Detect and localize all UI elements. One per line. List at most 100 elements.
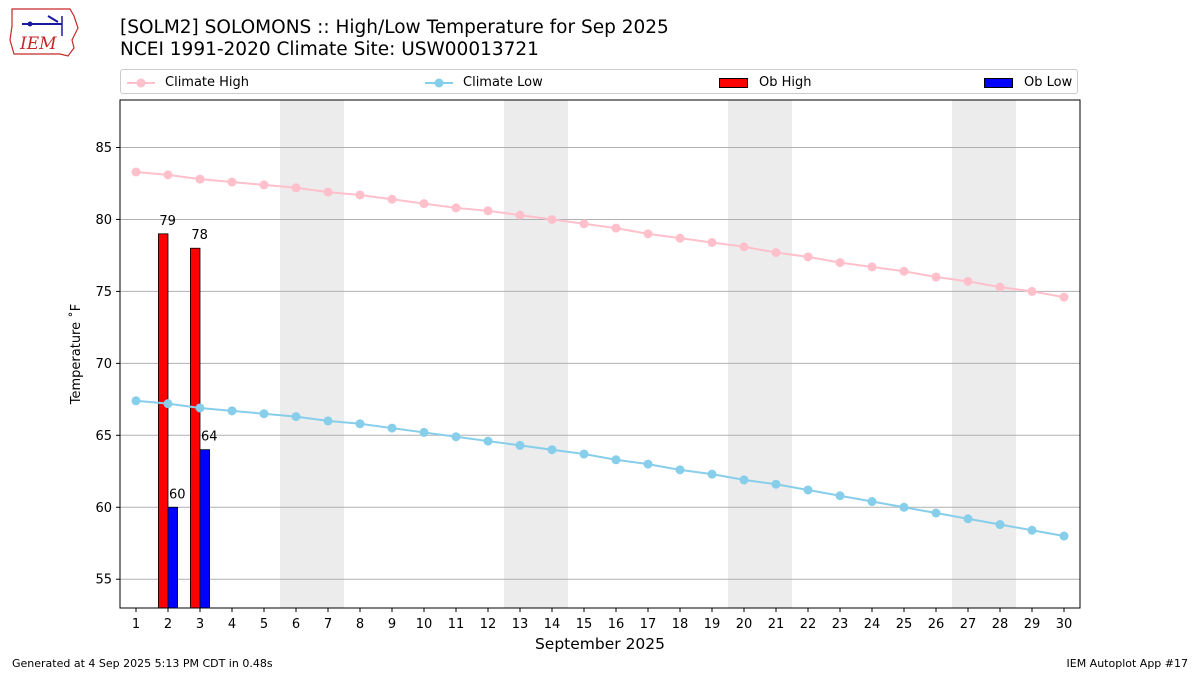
- iem-logo: IEM: [8, 6, 80, 60]
- climate-low-point: [803, 485, 813, 495]
- climate-high-point: [515, 210, 525, 220]
- climate-high-point: [611, 223, 621, 233]
- x-tick-label: 15: [576, 617, 593, 632]
- x-tick-label: 24: [864, 617, 881, 632]
- x-tick-label: 14: [544, 617, 561, 632]
- ob-high-bar: [157, 233, 169, 609]
- svg-text:IEM: IEM: [19, 34, 57, 54]
- y-tick-label: 70: [95, 357, 112, 372]
- x-tick-label: 16: [608, 617, 625, 632]
- ob-high-label: 78: [191, 228, 208, 243]
- climate-high-point: [963, 276, 973, 286]
- climate-low-point: [835, 491, 845, 501]
- y-tick-label: 80: [95, 213, 112, 228]
- x-tick-label: 7: [324, 617, 332, 632]
- climate-low-point: [483, 436, 493, 446]
- ob-low-label: 64: [201, 430, 218, 445]
- x-tick-label: 11: [448, 617, 465, 632]
- legend-ob-high: Ob High: [719, 70, 812, 95]
- x-tick-label: 22: [800, 617, 817, 632]
- plot-frame: [119, 99, 1081, 609]
- climate-high-point: [643, 229, 653, 239]
- legend-climate-high: Climate High: [127, 70, 249, 95]
- x-tick-label: 27: [960, 617, 977, 632]
- ob-low-bar: [167, 506, 178, 609]
- climate-low-point: [739, 475, 749, 485]
- climate-low-point: [771, 479, 781, 489]
- y-axis-label: Temperature ˚F: [68, 304, 84, 405]
- iowa-map-icon: IEM: [9, 8, 79, 57]
- legend-ob-low-label: Ob Low: [1024, 75, 1073, 90]
- ob-low-bar: [199, 449, 210, 609]
- x-tick-label: 30: [1056, 617, 1073, 632]
- climate-low-point: [387, 423, 397, 433]
- weekend-shade: [952, 100, 1016, 608]
- climate-low-line-icon: [425, 78, 453, 87]
- x-tick-label: 18: [672, 617, 689, 632]
- climate-low-point: [867, 497, 877, 507]
- x-axis-label: September 2025: [535, 635, 665, 653]
- climate-low-point: [963, 514, 973, 524]
- chart-title: [SOLM2] SOLOMONS :: High/Low Temperature…: [120, 17, 669, 61]
- x-tick-label: 23: [832, 617, 849, 632]
- ob-high-bar: [189, 247, 201, 609]
- legend-climate-low: Climate Low: [425, 70, 543, 95]
- climate-low-point: [579, 449, 589, 459]
- title-line-1: [SOLM2] SOLOMONS :: High/Low Temperature…: [120, 17, 669, 38]
- x-tick-label: 1: [132, 617, 140, 632]
- climate-low-point: [291, 412, 301, 422]
- x-tick-label: 19: [704, 617, 721, 632]
- ob-low-swatch-icon: [984, 77, 1013, 88]
- climate-low-point: [1027, 525, 1037, 535]
- climate-high-point: [547, 214, 557, 224]
- climate-low-point: [899, 502, 909, 512]
- legend: Climate High Climate Low Ob High Ob Low: [120, 69, 1078, 94]
- climate-high-point: [323, 187, 333, 197]
- footer-app-id: IEM Autoplot App #17: [1066, 657, 1189, 670]
- climate-low-point: [547, 445, 557, 455]
- climate-low-point: [195, 403, 205, 413]
- climate-high-point: [451, 203, 461, 213]
- x-tick-label: 29: [1024, 617, 1041, 632]
- legend-climate-high-label: Climate High: [165, 75, 250, 90]
- climate-high-point: [707, 237, 717, 247]
- climate-low-point: [643, 459, 653, 469]
- climate-low-point: [355, 419, 365, 429]
- legend-climate-low-label: Climate Low: [463, 75, 543, 90]
- climate-low-line: [135, 399, 1065, 538]
- climate-high-point: [899, 266, 909, 276]
- x-tick-label: 4: [228, 617, 236, 632]
- climate-high-point: [355, 190, 365, 200]
- x-tick-label: 25: [896, 617, 913, 632]
- climate-high-point: [1027, 286, 1037, 296]
- climate-high-point: [195, 174, 205, 184]
- footer-generated: Generated at 4 Sep 2025 5:13 PM CDT in 0…: [12, 657, 273, 670]
- title-line-2: NCEI 1991-2020 Climate Site: USW00013721: [120, 39, 539, 60]
- x-tick-label: 10: [416, 617, 433, 632]
- climate-high-point: [291, 183, 301, 193]
- climate-low-point: [259, 409, 269, 419]
- x-tick-label: 20: [736, 617, 753, 632]
- y-tick-label: 65: [95, 429, 112, 444]
- weekend-shade: [504, 100, 568, 608]
- climate-high-point: [739, 242, 749, 252]
- climate-high-point: [1059, 292, 1069, 302]
- climate-low-point: [931, 508, 941, 518]
- climate-low-point: [675, 465, 685, 475]
- x-tick-label: 9: [388, 617, 396, 632]
- climate-high-point: [995, 282, 1005, 292]
- climate-high-point: [579, 219, 589, 229]
- climate-high-point: [675, 233, 685, 243]
- ob-high-label: 79: [159, 214, 176, 229]
- climate-high-point: [419, 199, 429, 209]
- climate-high-point: [803, 252, 813, 262]
- climate-low-point: [323, 416, 333, 426]
- climate-high-point: [867, 262, 877, 272]
- legend-ob-high-label: Ob High: [759, 75, 812, 90]
- climate-low-point: [995, 520, 1005, 530]
- x-tick-label: 2: [164, 617, 172, 632]
- climate-low-point: [611, 455, 621, 465]
- climate-high-point: [227, 177, 237, 187]
- y-tick-label: 60: [95, 501, 112, 516]
